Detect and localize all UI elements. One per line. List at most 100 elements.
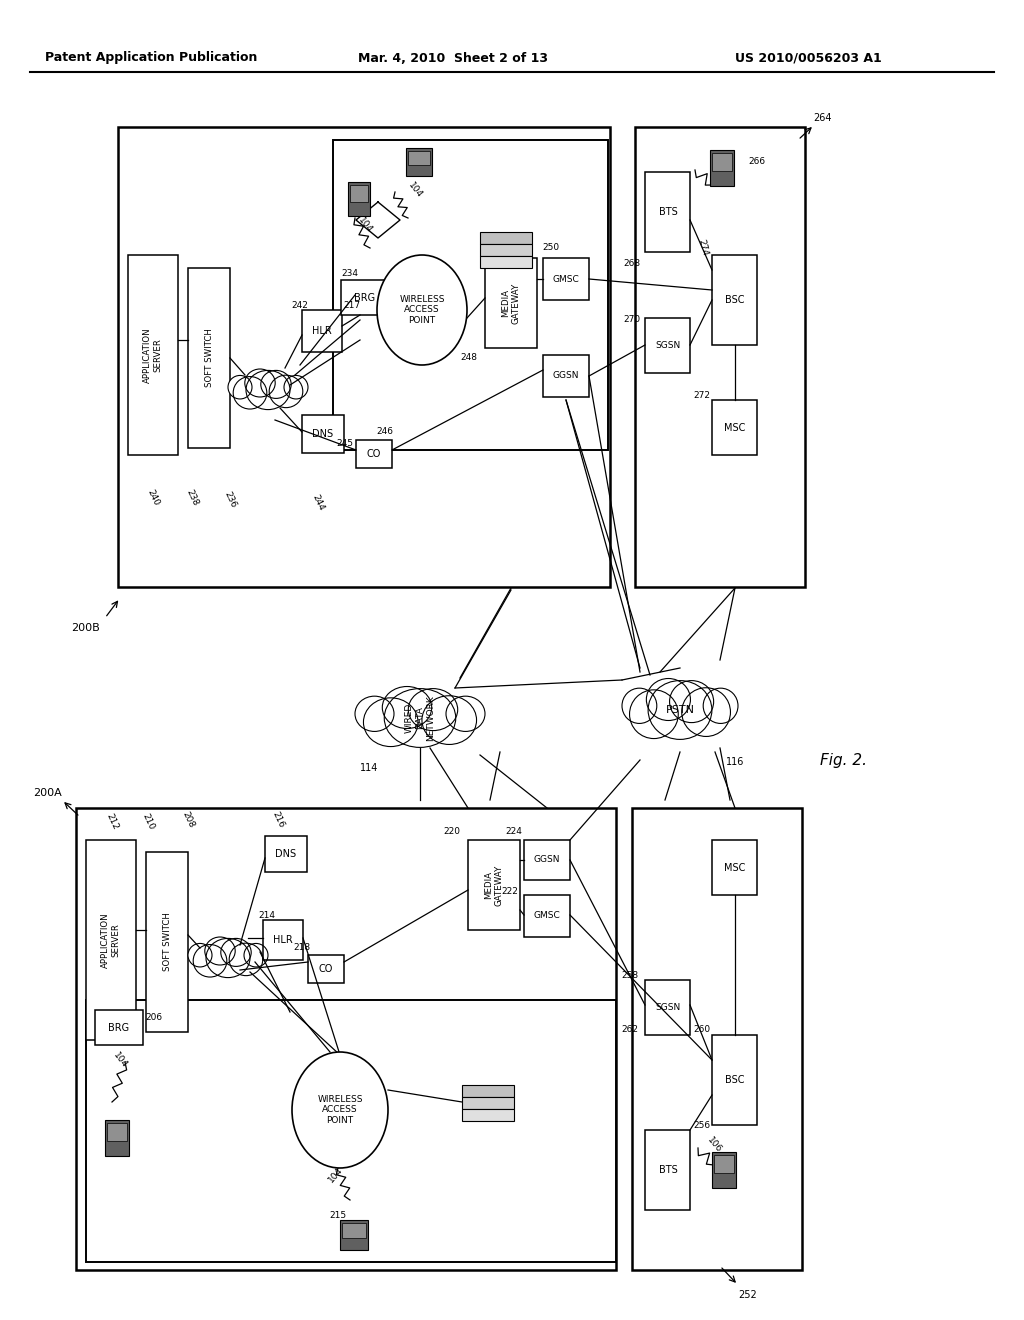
Bar (632, 808, 802, 1270)
Text: GMSC: GMSC (534, 912, 560, 920)
Ellipse shape (703, 688, 738, 723)
Text: 252: 252 (738, 1290, 758, 1300)
Bar (342, 1224, 366, 1238)
Text: MEDIA
GATEWAY: MEDIA GATEWAY (484, 865, 504, 906)
Ellipse shape (377, 255, 467, 366)
Bar (712, 255, 757, 345)
Bar (712, 400, 757, 455)
Text: DNS: DNS (312, 429, 334, 440)
Bar (543, 257, 589, 300)
Ellipse shape (269, 375, 303, 408)
Ellipse shape (355, 696, 394, 731)
Ellipse shape (622, 688, 656, 723)
Ellipse shape (382, 686, 432, 729)
Ellipse shape (244, 944, 268, 968)
Text: US 2010/0056203 A1: US 2010/0056203 A1 (735, 51, 882, 65)
Bar (462, 1097, 514, 1109)
Bar (712, 1035, 757, 1125)
Text: BTS: BTS (658, 1166, 677, 1175)
Text: CO: CO (318, 964, 333, 974)
Text: 222: 222 (501, 887, 518, 896)
Text: 216: 216 (270, 810, 286, 830)
Text: 245: 245 (336, 438, 353, 447)
Bar (128, 255, 178, 455)
Text: POINT: POINT (327, 1115, 353, 1125)
Text: 248: 248 (460, 354, 477, 363)
Text: BSC: BSC (725, 294, 744, 305)
Text: 200B: 200B (71, 623, 99, 634)
Text: 264: 264 (813, 114, 831, 123)
Text: 208: 208 (180, 810, 196, 830)
Text: 104: 104 (112, 1051, 129, 1069)
Bar (86, 840, 136, 1040)
Text: 274: 274 (697, 239, 710, 257)
Ellipse shape (364, 698, 418, 747)
Text: 224: 224 (505, 828, 522, 837)
Text: 240: 240 (145, 488, 161, 508)
Text: 234: 234 (341, 268, 358, 277)
Bar (524, 895, 570, 937)
Ellipse shape (245, 370, 275, 397)
Ellipse shape (409, 689, 458, 730)
Bar (340, 1220, 368, 1250)
Ellipse shape (206, 939, 250, 978)
Text: 212: 212 (104, 812, 120, 832)
Bar (645, 318, 690, 374)
Text: 246: 246 (377, 428, 393, 437)
Text: ACCESS: ACCESS (323, 1106, 357, 1114)
Bar (712, 153, 732, 172)
Text: 244: 244 (310, 494, 326, 512)
Ellipse shape (233, 376, 267, 409)
Bar (105, 1119, 129, 1156)
Text: DNS: DNS (275, 849, 297, 859)
Ellipse shape (670, 681, 714, 722)
Bar (302, 310, 342, 352)
Text: 268: 268 (623, 260, 640, 268)
Text: APPLICATION
SERVER: APPLICATION SERVER (101, 912, 121, 968)
Text: PSTN: PSTN (666, 705, 694, 715)
Text: WIRED
DATA
NETWORK: WIRED DATA NETWORK (406, 696, 435, 741)
Text: 200A: 200A (34, 788, 62, 799)
Text: 258: 258 (621, 970, 638, 979)
Text: GGSN: GGSN (553, 371, 580, 380)
Bar (635, 127, 805, 587)
Text: ACCESS: ACCESS (404, 305, 440, 314)
Text: 104: 104 (356, 215, 374, 235)
Ellipse shape (284, 375, 308, 399)
Bar (485, 257, 537, 348)
Text: 106: 106 (705, 1135, 723, 1155)
Bar (480, 256, 532, 268)
Bar (308, 954, 344, 983)
Bar (76, 808, 616, 1270)
Text: 214: 214 (258, 911, 275, 920)
Bar (86, 1001, 616, 1262)
Text: 104: 104 (407, 181, 424, 199)
Bar (146, 851, 188, 1032)
Text: 104: 104 (327, 1166, 345, 1184)
Text: 220: 220 (443, 828, 460, 837)
Text: 217: 217 (343, 301, 360, 309)
Text: 206: 206 (145, 1014, 162, 1023)
Text: 262: 262 (621, 1026, 638, 1035)
Text: CO: CO (367, 449, 381, 459)
Ellipse shape (246, 371, 290, 409)
Text: SGSN: SGSN (655, 342, 681, 351)
Bar (645, 1130, 690, 1210)
Text: 238: 238 (184, 488, 200, 508)
Ellipse shape (646, 678, 690, 721)
Ellipse shape (205, 937, 236, 965)
Bar (710, 150, 734, 186)
Bar (356, 440, 392, 469)
Bar (645, 979, 690, 1035)
Bar (462, 1109, 514, 1121)
Ellipse shape (682, 688, 730, 737)
Bar (714, 1155, 734, 1173)
Ellipse shape (292, 1052, 388, 1168)
Bar (462, 1085, 514, 1097)
Text: SOFT SWITCH: SOFT SWITCH (163, 912, 171, 972)
Bar (468, 840, 520, 931)
Bar (106, 1123, 127, 1140)
Bar (712, 1152, 736, 1188)
Bar (645, 172, 690, 252)
Bar (350, 185, 368, 202)
